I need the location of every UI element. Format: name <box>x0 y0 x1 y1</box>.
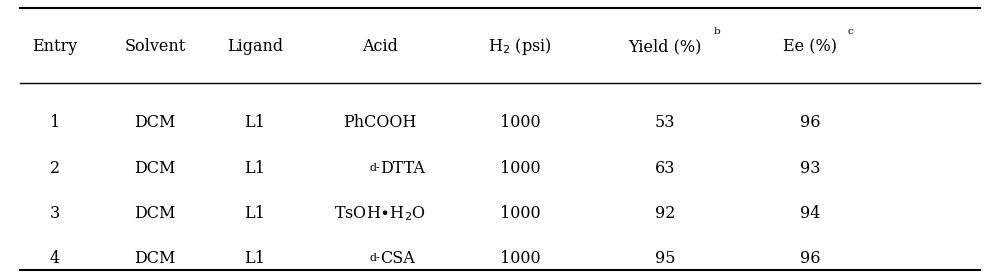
Text: 94: 94 <box>800 205 820 222</box>
Text: TsOH$\bullet$H$_2$O: TsOH$\bullet$H$_2$O <box>334 205 426 223</box>
Text: DCM: DCM <box>134 160 176 177</box>
Text: H$_2$ (psi): H$_2$ (psi) <box>488 36 552 57</box>
Text: Yield (%): Yield (%) <box>628 38 702 55</box>
Text: L1: L1 <box>245 205 265 222</box>
Text: 96: 96 <box>800 250 820 267</box>
Text: c: c <box>847 27 853 36</box>
Text: d-: d- <box>369 253 380 263</box>
Text: Ee (%): Ee (%) <box>783 38 837 55</box>
Text: 63: 63 <box>655 160 675 177</box>
Text: DCM: DCM <box>134 114 176 131</box>
Text: 4: 4 <box>50 250 60 267</box>
Text: Solvent: Solvent <box>124 38 186 55</box>
Text: 1: 1 <box>50 114 60 131</box>
Text: CSA: CSA <box>380 250 415 267</box>
Text: L1: L1 <box>245 160 265 177</box>
Text: Ligand: Ligand <box>227 38 283 55</box>
Text: 1000: 1000 <box>500 160 540 177</box>
Text: DCM: DCM <box>134 250 176 267</box>
Text: 2: 2 <box>50 160 60 177</box>
Text: PhCOOH: PhCOOH <box>343 114 417 131</box>
Text: DCM: DCM <box>134 205 176 222</box>
Text: Acid: Acid <box>362 38 398 55</box>
Text: DTTA: DTTA <box>380 160 425 177</box>
Text: 53: 53 <box>655 114 675 131</box>
Text: d-: d- <box>369 163 380 173</box>
Text: b: b <box>714 27 720 36</box>
Text: 1000: 1000 <box>500 205 540 222</box>
Text: 92: 92 <box>655 205 675 222</box>
Text: L1: L1 <box>245 250 265 267</box>
Text: L1: L1 <box>245 114 265 131</box>
Text: 1000: 1000 <box>500 114 540 131</box>
Text: 96: 96 <box>800 114 820 131</box>
Text: 93: 93 <box>800 160 820 177</box>
Text: 3: 3 <box>50 205 60 222</box>
Text: Entry: Entry <box>32 38 78 55</box>
Text: 95: 95 <box>655 250 675 267</box>
Text: 1000: 1000 <box>500 250 540 267</box>
